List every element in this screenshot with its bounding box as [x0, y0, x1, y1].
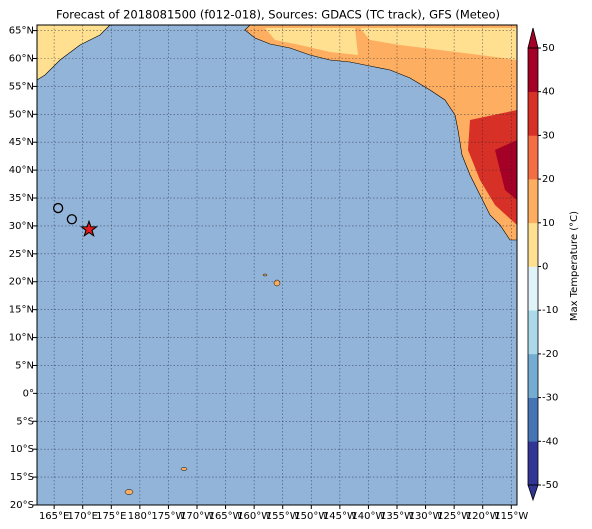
colorbar-band [528, 222, 538, 267]
colorbar-tick-label: -10 [542, 305, 558, 316]
siberia [36, 24, 111, 81]
north-america [244, 24, 518, 241]
colorbar-tick-label: 10 [542, 218, 555, 229]
colorbar-band [528, 179, 538, 224]
x-tick-label: 150°W [294, 511, 328, 522]
colorbar-band [528, 441, 538, 486]
y-tick-label: 20°N [9, 277, 34, 288]
colorbar-label: Max Temperature (°C) [569, 211, 580, 321]
x-tick-label: 155°W [266, 511, 300, 522]
x-tick-label: 130°W [409, 511, 443, 522]
colorbar-tick-label: 50 [542, 43, 555, 54]
west-us-hot [468, 110, 517, 225]
y-tick-label: 50°N [9, 109, 34, 120]
colorbar-tick-label: -40 [542, 436, 558, 447]
colorbar-tick-label: -20 [542, 349, 558, 360]
colorbar-extend [527, 484, 539, 502]
x-tick-label: 170°W [180, 511, 214, 522]
x-tick-label: 120°W [466, 511, 500, 522]
colorbar-band [528, 48, 538, 92]
colorbar-band [528, 310, 538, 355]
colorbar-tick-label: 0 [542, 262, 548, 273]
x-tick-label: 170°E [68, 511, 98, 522]
y-tick-label: 60°N [9, 53, 34, 64]
x-tick-label: 180° [128, 511, 152, 522]
track-point [66, 214, 78, 225]
y-tick-label: 0° [23, 388, 34, 399]
map-frame [36, 24, 518, 506]
y-tick-label: 55°N [9, 81, 34, 92]
y-tick-label: 15°S [10, 472, 34, 483]
colorbar-tick-label: -30 [542, 393, 558, 404]
x-tick-label: 165°W [209, 511, 243, 522]
y-tick-label: 15°N [9, 305, 34, 316]
ocean [37, 25, 517, 505]
colorbar-tick-label: 30 [542, 130, 555, 141]
x-tick-label: 135°W [380, 511, 414, 522]
x-tick-label: 165°E [39, 511, 69, 522]
colorbar-tick-label: 40 [542, 87, 555, 98]
canada-cool [360, 28, 517, 60]
y-tick-label: 25°N [9, 249, 34, 260]
colorbar-band [528, 353, 538, 398]
y-tick-label: 20°S [10, 500, 34, 511]
track-point [52, 202, 64, 214]
colorbar-tick-label: -50 [542, 480, 558, 491]
y-tick-label: 5°N [15, 360, 34, 371]
colorbar-extend [527, 27, 539, 49]
y-tick-label: 45°N [9, 137, 34, 148]
alaska-cool [265, 28, 358, 55]
x-tick-label: 160°W [237, 511, 271, 522]
colorbar-band [528, 135, 538, 180]
track-star [79, 219, 99, 238]
y-tick-label: 30°N [9, 221, 34, 232]
y-tick-label: 10°N [9, 333, 34, 344]
y-tick-label: 10°S [10, 444, 34, 455]
x-tick-label: 175°W [151, 511, 185, 522]
y-tick-label: 65°N [9, 26, 34, 37]
x-tick-label: 115°W [494, 511, 528, 522]
hawaii [262, 273, 268, 277]
island [124, 489, 134, 495]
x-tick-label: 125°W [437, 511, 471, 522]
y-tick-label: 40°N [9, 165, 34, 176]
hawaii [273, 279, 281, 287]
y-tick-label: 5°S [16, 416, 34, 427]
x-tick-label: 145°W [323, 511, 357, 522]
island [180, 467, 188, 471]
colorbar-band [528, 91, 538, 136]
x-tick-label: 140°W [351, 511, 385, 522]
colorbar-tick-label: 20 [542, 174, 555, 185]
chart-title: Forecast of 2018081500 (f012-018), Sourc… [56, 8, 500, 22]
x-tick-label: 175°E [96, 511, 126, 522]
colorbar-band [528, 397, 538, 442]
map [36, 24, 518, 505]
y-tick-label: 35°N [9, 193, 34, 204]
colorbar-band [528, 266, 538, 311]
